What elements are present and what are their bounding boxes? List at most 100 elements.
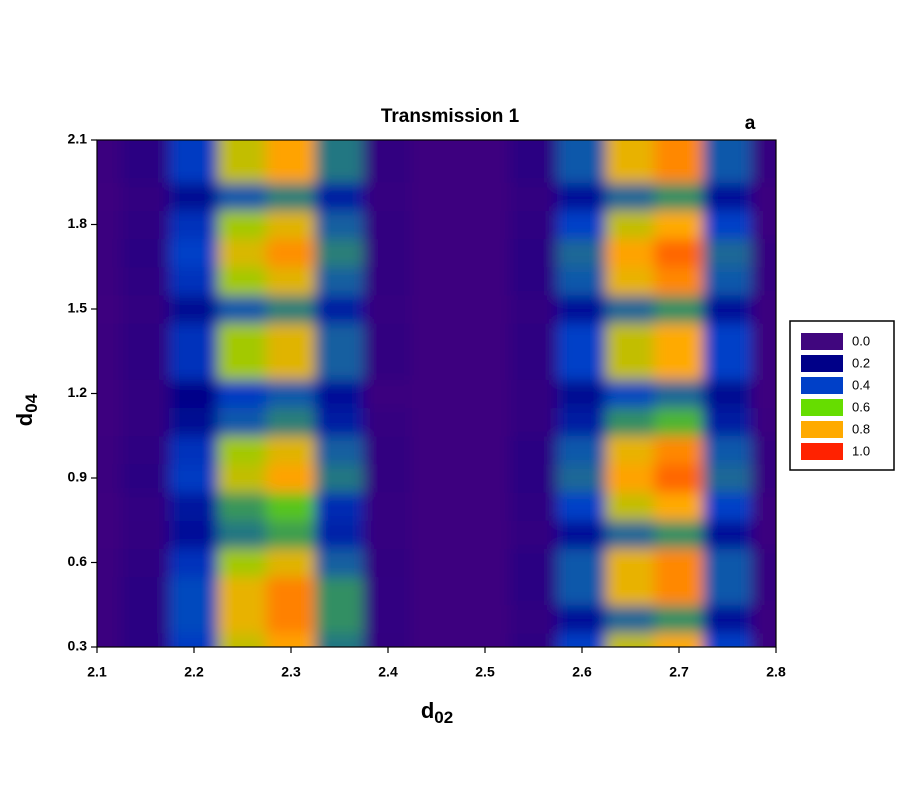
contour-cell [314,519,365,549]
annotation: a [745,113,756,134]
contour-cell [411,378,462,409]
contour-cell [411,266,462,296]
contour-cell [169,153,219,183]
contour-cell [314,576,365,606]
contour-cell [557,519,607,549]
contour-cell [605,238,656,268]
contour-cell [169,181,219,211]
contour-cell [702,266,753,296]
contour-cell [557,547,607,578]
contour-cell [97,378,122,409]
contour-cell [751,238,776,268]
contour-cell [702,435,753,465]
contour-cell [751,378,776,409]
contour-cell [97,547,122,578]
contour-cell [97,322,122,352]
contour-cell [460,604,510,634]
contour-cell [460,294,510,324]
contour-cell [557,322,607,352]
y-axis-label: d04 [12,393,42,426]
contour-cell [314,350,365,380]
contour-cell [654,632,704,647]
contour-cell [654,407,704,437]
contour-cell [169,491,219,521]
contour-cell [266,576,316,606]
contour-cell [217,238,268,268]
contour-cell [120,322,171,352]
contour-cell [605,153,656,183]
x-tick-label: 2.4 [378,664,398,680]
legend-swatch [801,355,843,372]
contour-cell [751,181,776,211]
contour-cell [411,519,462,549]
y-tick-label: 0.3 [68,638,88,654]
contour-cell [120,519,171,549]
y-tick-label: 1.8 [68,215,88,231]
x-tick-label: 2.3 [281,664,301,680]
y-tick-label: 2.1 [68,131,88,147]
contour-cell [169,519,219,549]
contour-cell [266,463,316,493]
contour-cell [605,378,656,409]
contour-cell [557,181,607,211]
contour-cell [217,378,268,409]
contour-cell [266,322,316,352]
contour-cell [169,322,219,352]
contour-cell [411,322,462,352]
contour-cell [314,547,365,578]
contour-cell [654,140,704,155]
contour-cell [654,463,704,493]
contour-cell [120,547,171,578]
contour-cell [266,209,316,240]
contour-cell [605,576,656,606]
contour-cell [751,153,776,183]
contour-cell [217,153,268,183]
contour-cell [411,350,462,380]
contour-cell [508,322,559,352]
contour-cell [120,491,171,521]
contour-cell [363,604,413,634]
contour-cell [363,491,413,521]
contour-cell [314,407,365,437]
contour-cell [266,153,316,183]
contour-cell [557,294,607,324]
legend-label: 1.0 [852,443,870,458]
contour-cell [266,378,316,409]
contour-cell [217,181,268,211]
contour-cell [217,632,268,647]
contour-cell [508,491,559,521]
contour-cell [411,491,462,521]
contour-cell [97,350,122,380]
contour-cell [97,632,122,647]
contour-cell [702,294,753,324]
legend-swatch [801,333,843,350]
contour-cell [605,632,656,647]
contour-cell [266,266,316,296]
chart-title: Transmission 1 [381,106,520,127]
contour-cell [605,209,656,240]
contour-cell [557,238,607,268]
contour-cell [314,491,365,521]
contour-cell [751,140,776,155]
x-tick-label: 2.5 [475,664,495,680]
contour-cell [169,463,219,493]
contour-cell [751,435,776,465]
contour-cell [217,407,268,437]
contour-cell [411,463,462,493]
y-tick-label: 0.6 [68,553,88,569]
contour-cell [266,547,316,578]
contour-cell [460,519,510,549]
contour-cell [314,209,365,240]
contour-cell [460,407,510,437]
contour-cell [120,604,171,634]
legend-label: 0.6 [852,399,870,414]
legend-swatch [801,443,843,460]
contour-cell [605,181,656,211]
contour-cell [217,547,268,578]
contour-cell [557,576,607,606]
contour-cell [97,266,122,296]
contour-cell [169,632,219,647]
x-label-text: d [421,698,434,723]
x-tick-label: 2.2 [184,664,204,680]
